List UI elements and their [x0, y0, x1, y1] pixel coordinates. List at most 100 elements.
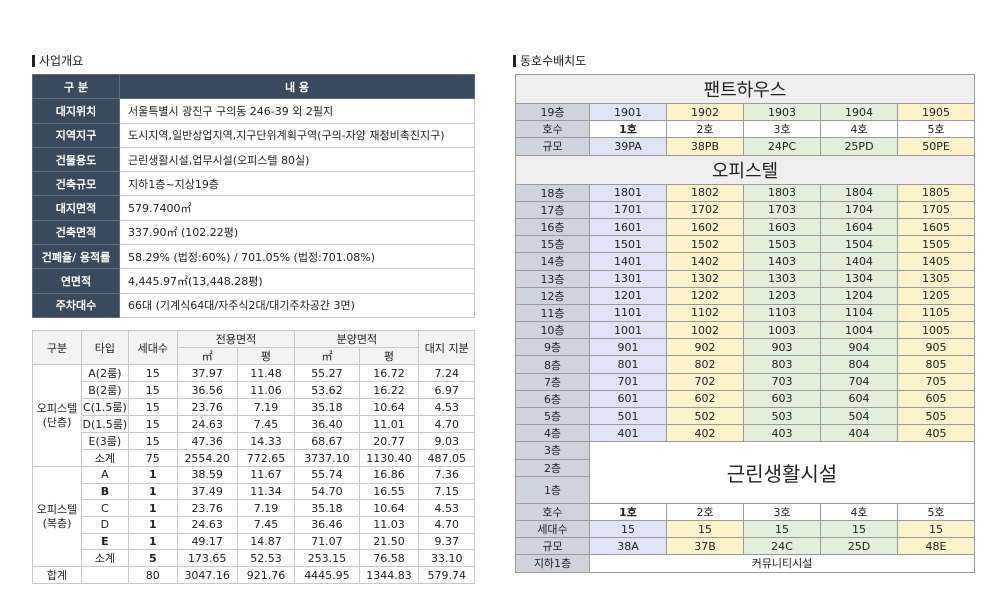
unit-cell: B(2룸): [80, 381, 129, 399]
overview-key: 건축규모: [32, 171, 120, 197]
unit-area-table: 구분 타입 세대수 전용면적 분양면적 대지 지분 ㎡ 평 ㎡ 평 오피스텔 (…: [32, 330, 475, 585]
unit-header-sale: 분양면적: [294, 330, 420, 348]
unit-cell: 2호: [666, 120, 744, 139]
unit-cell: 1601: [589, 217, 667, 237]
unit-cell: 2호: [666, 502, 744, 521]
unit-cell: 52.53: [236, 549, 296, 568]
unit-cell: 1201: [589, 286, 667, 305]
overview-row: 건축면적 337.90㎡ (102.22평): [32, 219, 475, 246]
unit-cell: 1703: [743, 200, 821, 219]
unit-subheader-py: 평: [358, 347, 420, 365]
overview-value: 근린생활시설,업무시설(오피스텔 80실): [119, 146, 475, 173]
unit-cell: 4.53: [418, 499, 475, 518]
unit-cell: 54.70: [294, 482, 360, 501]
overview-value: 579.7400㎡: [119, 195, 475, 221]
unit-cell: 24PC: [743, 137, 821, 156]
unit-cell: 24.63: [176, 415, 238, 433]
unit-cell: 1803: [743, 183, 821, 202]
unit-cell: 602: [666, 389, 744, 409]
floor-row: 7층 701 702 703 704 705: [515, 372, 975, 391]
unit-cell: 253.15: [294, 549, 360, 568]
unit-cell: 5호: [897, 502, 975, 521]
unit-cell: 1903: [743, 102, 821, 122]
unit-cell: 803: [743, 355, 821, 374]
overview-value: 66대 (기계식64대/자주식2대/대기주차공간 3면): [119, 292, 475, 318]
unit-cell: 9.03: [418, 432, 475, 450]
unit-cell: 11.03: [358, 516, 420, 534]
unit-cell: 1804: [820, 183, 898, 202]
unit-cell: 1902: [666, 102, 744, 122]
unit-cell: 502: [666, 406, 744, 426]
unit-subheader-m2: ㎡: [294, 347, 360, 365]
overview-key: 건폐율/ 용적률: [32, 244, 120, 270]
unit-cell: 1701: [589, 200, 667, 219]
unit-cell: 3737.10: [294, 449, 360, 467]
unit-header-type: 타입: [80, 330, 129, 365]
unit-cell: 1: [127, 466, 178, 484]
overview-section-title: 사업개요: [32, 52, 83, 69]
row-label: 18층: [515, 183, 590, 202]
overview-row: 주차대수 66대 (기계식64대/자주식2대/대기주차공간 3면): [32, 292, 475, 318]
unit-cell: 703: [743, 372, 821, 391]
unit-cell: 75: [127, 449, 178, 467]
unit-cell: 1001: [589, 321, 667, 340]
unit-row: B 1 37.49 11.34 54.70 16.55 7.15: [33, 482, 475, 501]
unit-cell: 1702: [666, 200, 744, 219]
unit-cell: 772.65: [236, 449, 296, 467]
unit-cell: 7.24: [418, 364, 475, 382]
unit-cell: 37.97: [176, 364, 238, 382]
unit-cell: 16.22: [358, 381, 420, 399]
unit-cell: D: [80, 516, 129, 534]
unit-cell: 24.63: [176, 516, 238, 534]
unit-cell: 501: [589, 406, 667, 426]
unit-cell: 503: [743, 406, 821, 426]
unit-layout-table: 팬트하우스 19층 1901 1902 1903 1904 1905 호수 1호 2호 3호 4호 5호…: [515, 74, 975, 573]
unit-cell: 1호: [589, 120, 667, 139]
unit-total-cell: 합계: [32, 566, 82, 585]
unit-cell: 76.58: [358, 549, 420, 568]
unit-cell: 1004: [820, 321, 898, 340]
floor-row: 5층 501 502 503 504 505: [515, 406, 975, 426]
unit-cell: 1801: [589, 183, 667, 202]
dong-section-title: 동호수배치도: [513, 52, 586, 69]
unit-cell: 1503: [743, 235, 821, 254]
unit-cell: 1704: [820, 200, 898, 219]
floor-row: 14층 1401 1402 1403 1404 1405: [515, 252, 975, 271]
unit-cell: 16.55: [358, 482, 420, 501]
unit-total-cell: 579.74: [418, 566, 475, 585]
unit-cell: 401: [589, 424, 667, 443]
section-marker: [32, 54, 35, 67]
row-label: 규모: [515, 537, 590, 556]
unit-cell: 39PA: [589, 137, 667, 156]
unit-cell: 1205: [897, 286, 975, 305]
unit-cell: 704: [820, 372, 898, 391]
row-label: 5층: [515, 406, 590, 426]
row-label: 4층: [515, 424, 590, 443]
unit-cell: 68.67: [294, 432, 360, 450]
unit-row: C(1.5룸) 15 23.76 7.19 35.18 10.64 4.53: [33, 398, 475, 416]
unit-cell: 1405: [897, 252, 975, 271]
unit-cell: 405: [897, 424, 975, 443]
floor-row: 12층 1201 1202 1203 1204 1205: [515, 286, 975, 305]
unit-cell: 38.59: [176, 466, 238, 484]
unit-cell: C: [80, 499, 129, 518]
unit-cell: 1102: [666, 303, 744, 323]
unit-cell: 15: [897, 519, 975, 539]
unit-cell: 33.10: [418, 549, 475, 568]
unit-cell: 1204: [820, 286, 898, 305]
unit-cell: 4.70: [418, 516, 475, 534]
dong-title-text: 동호수배치도: [520, 54, 587, 68]
floor-row: 19층 1901 1902 1903 1904 1905: [515, 102, 975, 122]
unit-total-cell: 80: [127, 566, 178, 585]
unit-header-exclusive: 전용면적: [176, 330, 296, 348]
unit-cell: 705: [897, 372, 975, 391]
row-label: 세대수: [515, 519, 590, 539]
unit-cell: 1002: [666, 321, 744, 340]
unit-row: 소계 75 2554.20 772.65 3737.10 1130.40 487.05: [33, 449, 475, 467]
row-label: 지하1층: [515, 554, 590, 573]
unit-group-label: 오피스텔 (복층): [32, 465, 82, 568]
unit-cell: 55.27: [294, 364, 360, 382]
unit-cell: 55.74: [294, 466, 360, 484]
unit-cell: 50PE: [897, 137, 975, 156]
office-title-row: 오피스텔: [515, 154, 975, 185]
